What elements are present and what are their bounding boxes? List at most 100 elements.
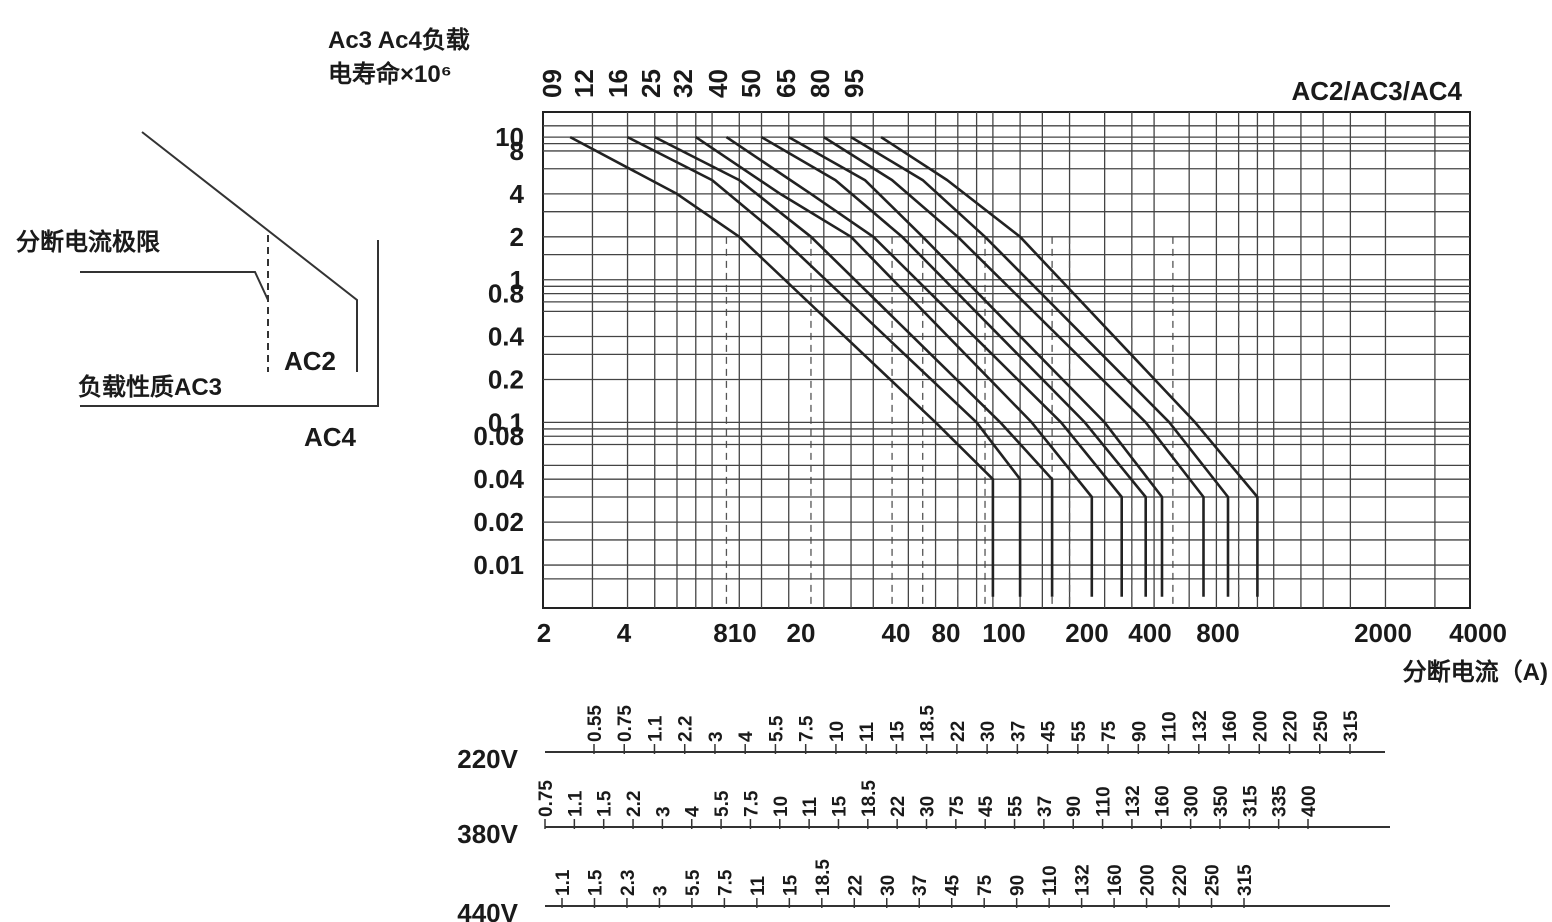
scale-value: 200 bbox=[1250, 710, 1271, 742]
scale-value: 300 bbox=[1182, 785, 1203, 817]
scale-value: 55 bbox=[1069, 720, 1090, 742]
x-tick-labels: 2 4 810 20 40 80 100 200 400 800 2000 4000 bbox=[537, 618, 1507, 648]
inset-ac4-line bbox=[80, 240, 379, 407]
y-tick-label: 10 bbox=[495, 122, 524, 152]
series-lines bbox=[569, 135, 1259, 597]
series-label: 09 bbox=[537, 69, 567, 98]
scale-value: 110 bbox=[1094, 786, 1115, 817]
x-tick-label: 810 bbox=[713, 618, 756, 648]
x-tick-label: 80 bbox=[932, 618, 961, 648]
series-line bbox=[695, 136, 1094, 597]
x-tick-label: 800 bbox=[1196, 618, 1239, 648]
series-label: 16 bbox=[603, 69, 633, 98]
series-line bbox=[569, 135, 995, 597]
scale-value: 4 bbox=[683, 806, 704, 817]
y-tick-labels: 108 4 2 10.8 0.4 0.2 0.10.08 0.04 0.02 0.01 bbox=[473, 122, 524, 580]
scale-value: 37 bbox=[910, 875, 931, 896]
scale-value: 250 bbox=[1203, 864, 1224, 896]
scale-value: 1.1 bbox=[565, 790, 586, 817]
inset-load-type-label: 负载性质AC3 bbox=[78, 374, 222, 401]
x-tick-label: 40 bbox=[882, 618, 911, 648]
inset-break-limit-label: 分断电流极限 bbox=[16, 228, 160, 256]
scale-value: 15 bbox=[780, 874, 801, 896]
scale-value: 132 bbox=[1190, 710, 1211, 742]
inset-ac2-label: AC2 bbox=[284, 346, 336, 376]
scale-value: 55 bbox=[1006, 795, 1027, 817]
voltage-label: 380V bbox=[457, 819, 518, 849]
inset-ac2-line bbox=[141, 131, 358, 372]
series-label: 12 bbox=[569, 69, 599, 98]
scale-value: 10 bbox=[771, 796, 792, 817]
y-tick-label: 0.01 bbox=[473, 550, 524, 580]
scale-value: 45 bbox=[1039, 720, 1060, 742]
series-labels: 09 12 16 25 32 40 50 65 80 95 bbox=[537, 69, 869, 98]
scale-value: 350 bbox=[1211, 785, 1232, 817]
scale-value: 3 bbox=[706, 731, 727, 742]
scale-value: 90 bbox=[1064, 796, 1085, 817]
series-label: 65 bbox=[771, 69, 801, 98]
scale-value: 2.2 bbox=[676, 716, 697, 742]
scale-value: 5.5 bbox=[712, 790, 733, 817]
inset-diagram: 分断电流极限 负载性质AC3 AC2 AC4 bbox=[16, 131, 379, 452]
scale-value: 15 bbox=[887, 720, 908, 742]
x-tick-label: 2 bbox=[537, 618, 551, 648]
scale-value: 1.1 bbox=[645, 715, 666, 742]
series-line bbox=[788, 135, 1164, 597]
scale-value: 2.2 bbox=[624, 791, 645, 817]
x-tick-label: 2000 bbox=[1354, 618, 1412, 648]
series-label: 95 bbox=[839, 69, 869, 98]
y-tick-label: 8 bbox=[510, 136, 524, 166]
scale-value: 30 bbox=[978, 721, 999, 742]
scale-value: 7.5 bbox=[741, 790, 762, 817]
scale-value: 0.75 bbox=[536, 780, 557, 817]
series-label: 25 bbox=[636, 69, 666, 98]
series-line bbox=[654, 135, 1054, 597]
plot-grid bbox=[542, 111, 1471, 609]
y-tick-label: 0.2 bbox=[488, 364, 524, 394]
series-label: 50 bbox=[736, 69, 766, 98]
x-tick-label: 400 bbox=[1128, 618, 1171, 648]
y-tick-label: 0.8 bbox=[488, 279, 524, 309]
scale-value: 110 bbox=[1040, 865, 1061, 896]
series-title: AC2/AC3/AC4 bbox=[1292, 76, 1463, 106]
scale-value: 18.5 bbox=[813, 859, 834, 896]
y-tick-label: 2 bbox=[510, 222, 524, 252]
scale-value: 315 bbox=[1235, 864, 1256, 896]
scale-value: 37 bbox=[1008, 721, 1029, 742]
xlabel: 分断电流（A) bbox=[1403, 658, 1548, 686]
y-tick-label: 1 bbox=[510, 265, 524, 295]
series-line bbox=[760, 135, 1147, 597]
x-tick-label: 100 bbox=[982, 618, 1025, 648]
scale-value: 250 bbox=[1311, 710, 1332, 742]
scale-value: 200 bbox=[1138, 864, 1159, 896]
y-tick-label: 4 bbox=[510, 179, 525, 209]
y-tick-label: 0.4 bbox=[488, 322, 525, 352]
scale-value: 220 bbox=[1170, 864, 1191, 896]
voltage-label: 440V bbox=[457, 898, 518, 922]
scale-value: 220 bbox=[1281, 710, 1302, 742]
x-tick-label: 4 bbox=[617, 618, 632, 648]
plot-frame bbox=[542, 111, 1471, 609]
x-tick-label: 4000 bbox=[1449, 618, 1507, 648]
voltage-label: 220V bbox=[457, 744, 518, 774]
scale-value: 22 bbox=[888, 796, 909, 817]
scale-value: 160 bbox=[1152, 785, 1173, 817]
series-line bbox=[880, 136, 1259, 597]
scale-value: 0.75 bbox=[615, 705, 636, 742]
series-line bbox=[823, 135, 1205, 597]
series-line bbox=[626, 135, 1022, 597]
scale-value: 7.5 bbox=[715, 869, 736, 896]
scale-value: 315 bbox=[1341, 710, 1362, 742]
scale-value: 15 bbox=[829, 795, 850, 817]
scale-value: 45 bbox=[976, 795, 997, 817]
scale-value: 11 bbox=[748, 875, 769, 896]
y-tick-label: 0.02 bbox=[473, 507, 524, 537]
series-line bbox=[725, 136, 1123, 597]
y-tick-label: 0.08 bbox=[473, 421, 524, 451]
scale-value: 90 bbox=[1008, 875, 1029, 896]
ylabel-line1: Ac3 Ac4负载 bbox=[328, 27, 470, 54]
series-label: 40 bbox=[703, 69, 733, 98]
